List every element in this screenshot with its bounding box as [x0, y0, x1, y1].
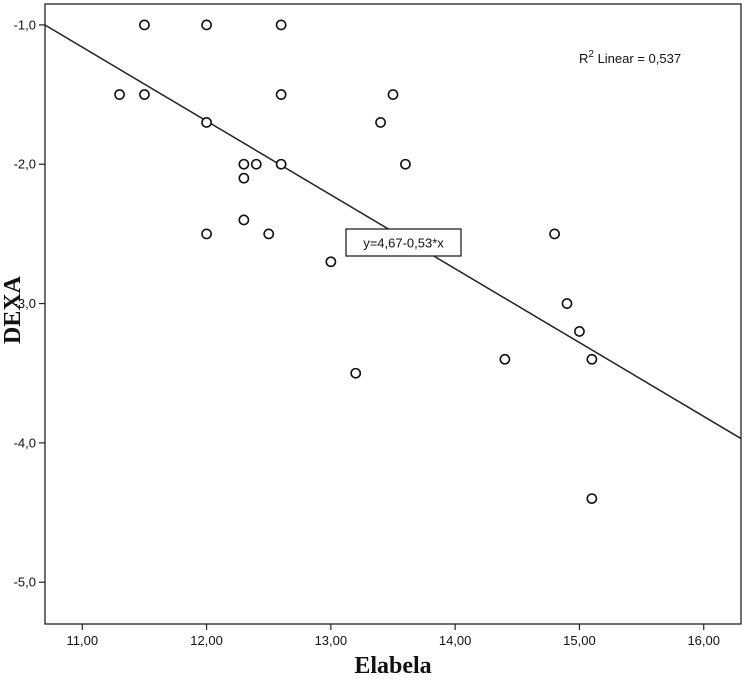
- data-point: [238, 158, 250, 170]
- data-point: [238, 172, 250, 184]
- data-point: [586, 493, 598, 505]
- data-point: [238, 214, 250, 226]
- x-tick-label: 11,00: [66, 633, 98, 648]
- y-tick-label: -1,0: [14, 17, 36, 32]
- data-point: [586, 353, 598, 365]
- y-tick-label: -5,0: [14, 575, 36, 590]
- data-point: [350, 367, 362, 379]
- data-point: [549, 228, 560, 240]
- fit-equation-label: y=4,67-0,53*x: [363, 236, 444, 251]
- x-axis-title: Elabela: [354, 653, 431, 679]
- data-point: [263, 228, 275, 240]
- x-axis: 11,00 12,00 13,00 14,00 15,00 16,00: [66, 624, 720, 648]
- plot-area: [44, 3, 742, 625]
- x-tick-label: 14,00: [439, 633, 472, 648]
- r-squared-label: R2 Linear = 0,537: [579, 49, 681, 66]
- data-point: [387, 89, 399, 100]
- data-point: [250, 158, 262, 170]
- data-point: [275, 89, 287, 100]
- data-point: [275, 19, 287, 31]
- data-point: [375, 117, 386, 128]
- data-point: [325, 256, 337, 268]
- y-tick-label: -2,0: [14, 157, 36, 172]
- data-points: [114, 19, 598, 505]
- data-point: [139, 19, 150, 31]
- y-axis: -1,0 -2,0 -3,0 -4,0 -5,0: [14, 17, 45, 590]
- data-point: [499, 353, 511, 365]
- data-point: [201, 228, 212, 240]
- data-point: [561, 298, 573, 309]
- x-tick-label: 15,00: [563, 633, 596, 648]
- data-point: [114, 89, 125, 100]
- data-point: [139, 89, 150, 100]
- x-tick-label: 13,00: [315, 633, 348, 648]
- data-point: [574, 326, 585, 337]
- x-tick-label: 12,00: [190, 633, 223, 648]
- data-point: [201, 19, 212, 31]
- data-point: [275, 158, 287, 170]
- data-point: [201, 117, 212, 128]
- fit-equation-box: y=4,67-0,53*x: [345, 228, 462, 257]
- fit-equation-frame: [345, 228, 462, 257]
- y-axis-title: DEXA: [0, 275, 26, 344]
- x-tick-label: 16,00: [687, 633, 720, 648]
- data-point: [400, 158, 411, 170]
- y-tick-label: -3,0: [14, 296, 36, 311]
- y-tick-label: -4,0: [14, 435, 36, 450]
